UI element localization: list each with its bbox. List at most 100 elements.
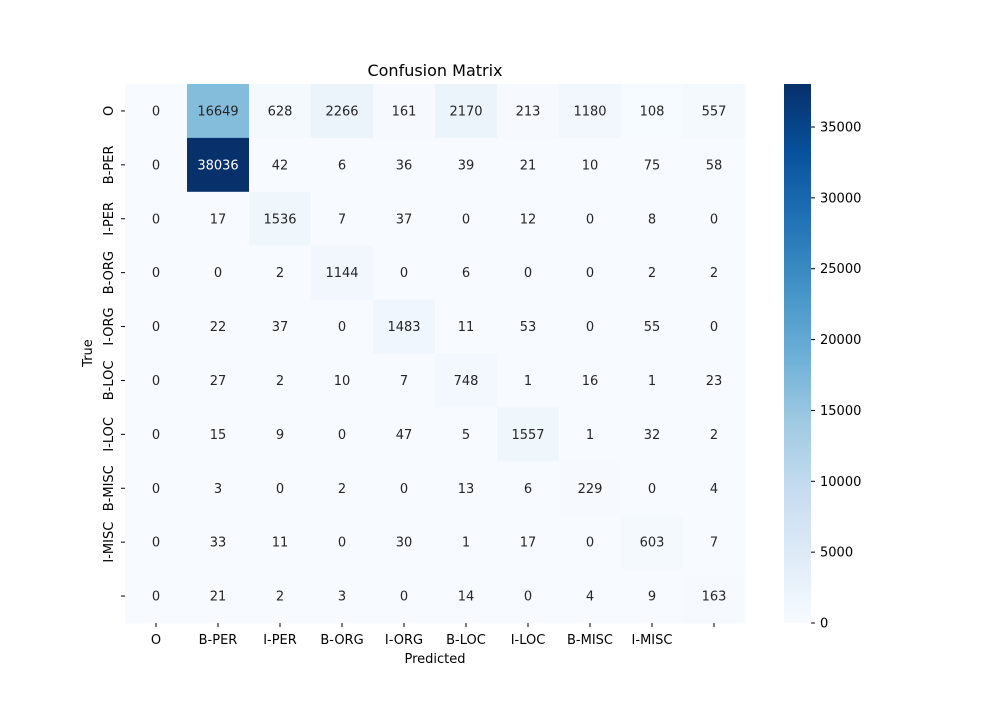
cell-value-label: 7 [710, 536, 718, 551]
x-tick-label: B-ORG [320, 633, 363, 648]
cell-value-label: 1180 [573, 104, 606, 119]
cell-value-label: 108 [640, 104, 665, 119]
heatmap-cell [435, 461, 498, 516]
heatmap-cell [311, 461, 374, 516]
heatmap-cell [125, 191, 188, 247]
cell-value-label: 0 [524, 590, 532, 605]
y-tick-label: I-MISC [102, 522, 117, 563]
heatmap-cell [435, 299, 498, 354]
cell-value-label: 0 [400, 590, 408, 605]
chart-title: Confusion Matrix [367, 61, 502, 80]
cell-value-label: 6 [338, 158, 346, 173]
cell-value-label: 163 [702, 590, 727, 605]
cell-value-label: 2170 [449, 104, 482, 119]
cell-value-label: 0 [152, 104, 160, 119]
cell-value-label: 47 [396, 428, 413, 443]
cell-value-label: 0 [152, 428, 160, 443]
heatmap-cell [373, 137, 436, 193]
cell-value-label: 8 [648, 212, 656, 227]
heatmap-cell [497, 515, 560, 570]
cell-value-label: 14 [458, 590, 475, 605]
cell-value-label: 9 [276, 428, 284, 443]
heatmap-cell [621, 245, 684, 301]
x-axis-label: Predicted [404, 652, 465, 667]
cell-value-label: 2 [276, 266, 284, 281]
heatmap-cell [373, 461, 436, 516]
cell-value-label: 0 [152, 536, 160, 551]
cell-value-label: 0 [400, 482, 408, 497]
heatmap-cell [311, 245, 374, 301]
cell-value-label: 0 [710, 212, 718, 227]
heatmap-cell [249, 515, 312, 570]
heatmap-cell [435, 353, 498, 408]
heatmap-cell [249, 191, 312, 247]
heatmap-cell [559, 84, 622, 139]
cell-value-label: 12 [520, 212, 537, 227]
cell-value-label: 0 [152, 374, 160, 389]
cell-value-label: 33 [210, 536, 227, 551]
heatmap-cell [187, 569, 250, 624]
heatmap-cell [373, 569, 436, 624]
cell-value-label: 21 [210, 590, 227, 605]
y-tick-label: I-PER [102, 202, 117, 236]
y-tick-label: B-ORG [102, 251, 117, 294]
heatmap-cell [311, 299, 374, 354]
heatmap-cell [373, 515, 436, 570]
cell-value-label: 0 [586, 212, 594, 227]
colorbar-tick-label: 20000 [820, 333, 861, 348]
heatmap-cell [559, 569, 622, 624]
cell-value-label: 23 [706, 374, 723, 389]
x-tick-label: I-LOC [511, 633, 546, 648]
heatmap-cell [373, 191, 436, 247]
cell-value-label: 2 [276, 590, 284, 605]
heatmap-cell [621, 84, 684, 139]
heatmap-cell [559, 137, 622, 193]
heatmap-cell [435, 569, 498, 624]
cell-value-label: 7 [400, 374, 408, 389]
cell-value-label: 75 [644, 158, 661, 173]
heatmap-cell [435, 84, 498, 139]
cell-value-label: 4 [710, 482, 718, 497]
colorbar-tick-label: 30000 [820, 191, 861, 206]
cell-value-label: 17 [210, 212, 227, 227]
cell-value-label: 16 [582, 374, 599, 389]
colorbar [784, 84, 811, 623]
cell-value-label: 39 [458, 158, 475, 173]
heatmap-cell [249, 84, 312, 139]
cell-value-label: 0 [152, 158, 160, 173]
colorbar-tick-label: 35000 [820, 121, 861, 136]
heatmap-cell [311, 84, 374, 139]
heatmap-cell [621, 137, 684, 193]
heatmap-cell [621, 407, 684, 462]
heatmap-cell [187, 461, 250, 516]
cell-value-label: 213 [516, 104, 541, 119]
heatmap-cell [621, 191, 684, 247]
heatmap-cell [311, 515, 374, 570]
cell-value-label: 0 [524, 266, 532, 281]
heatmap-cell [249, 569, 312, 624]
heatmap-cell [373, 84, 436, 139]
heatmap-cell [621, 299, 684, 354]
heatmap-cell [435, 245, 498, 301]
cell-value-label: 1536 [263, 212, 296, 227]
cell-value-label: 0 [152, 320, 160, 335]
cell-value-label: 0 [462, 212, 470, 227]
cell-value-label: 17 [520, 536, 537, 551]
y-tick-label: I-ORG [102, 307, 117, 345]
heatmap-cell [249, 353, 312, 408]
y-tick-label: B-MISC [102, 465, 117, 511]
heatmap-cell [373, 299, 436, 354]
y-axis-ticks: O B-PER I-PER B-ORG I-ORG B-LOC I-LOC B-MISC I-M… [102, 106, 125, 597]
cell-value-label: 0 [586, 536, 594, 551]
cell-value-label: 11 [458, 320, 475, 335]
cell-value-label: 1483 [387, 320, 420, 335]
heatmap-cell [559, 299, 622, 354]
heatmap-cell [249, 299, 312, 354]
cell-value-label: 1 [524, 374, 532, 389]
heatmap-cell [125, 353, 188, 408]
cell-value-label: 3 [338, 590, 346, 605]
cell-value-label: 13 [458, 482, 475, 497]
heatmap-cell [559, 461, 622, 516]
cell-value-label: 27 [210, 374, 227, 389]
